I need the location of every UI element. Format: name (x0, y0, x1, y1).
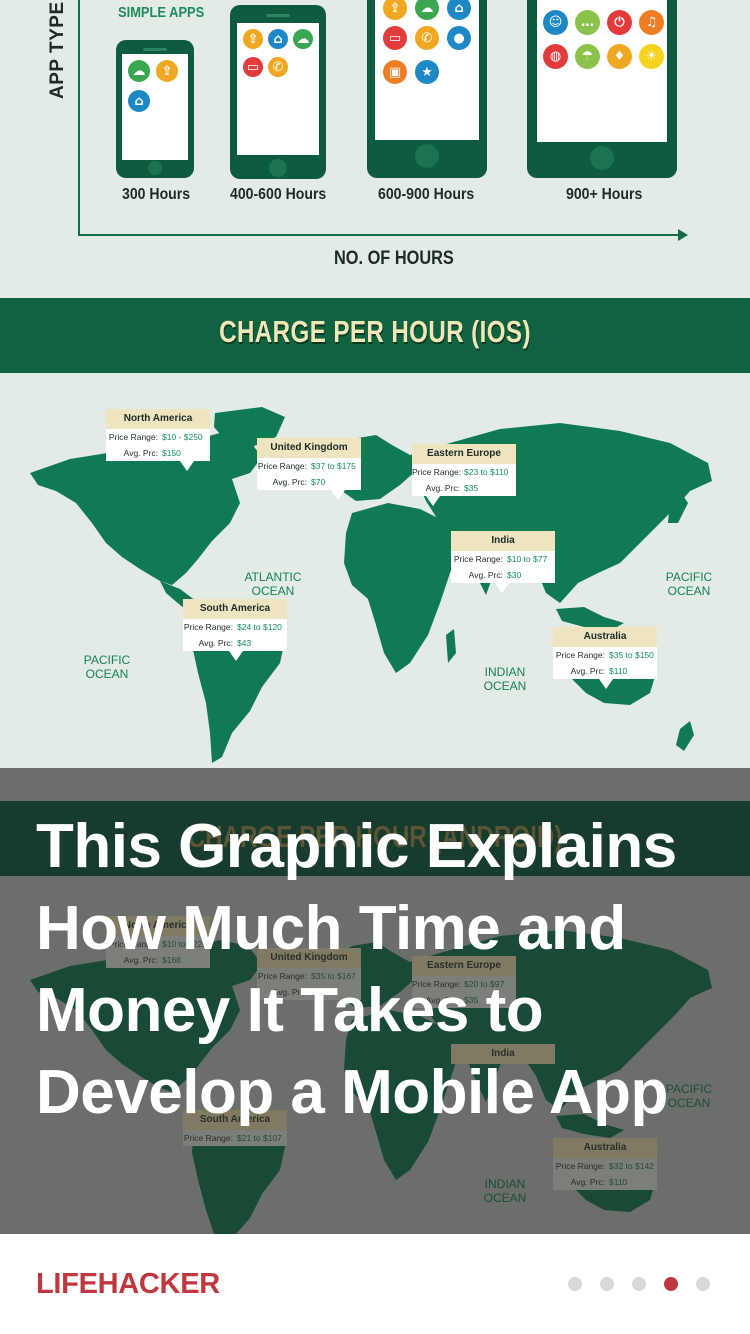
y-axis-label: APP TYPE (47, 1, 68, 99)
x-axis-label: NO. OF HOURS (334, 248, 454, 269)
region-card-india: India Price Range: $10 to $77 Avg. Prc: $3… (451, 531, 555, 593)
region-card-south-america: South America Price Range: $21 to $107 (183, 1110, 287, 1146)
apple-icon: ● (447, 26, 471, 50)
page-dot-active[interactable] (664, 1277, 678, 1291)
hours-label: 300 Hours (122, 186, 191, 203)
phone-600-900-hours: ⇪ ☁ ⌂ ▭ ✆ ● ▣ ★ (367, 0, 487, 178)
page-dot[interactable] (600, 1277, 614, 1291)
ocean-label: ATLANTIC OCEAN (244, 570, 302, 598)
star-icon: ★ (415, 60, 439, 84)
basketball-icon: ◍ (543, 44, 568, 69)
x-axis-line (78, 234, 680, 236)
hours-label: 600-900 Hours (378, 186, 475, 203)
image-icon: ▣ (383, 60, 407, 84)
sun-icon: ☀ (639, 44, 664, 69)
phone-900-plus-hours: ☺ … ⏻ ♫ ◍ ☂ ♦ ☀ (527, 0, 677, 178)
page-indicator[interactable] (568, 1277, 710, 1291)
music-icon: ♫ (639, 10, 664, 35)
share-icon: ⇪ (156, 60, 178, 82)
share-icon: ⇪ (243, 29, 263, 49)
ios-world-map: ATLANTIC OCEAN PACIFIC OCEAN PACIFIC OCE… (0, 373, 750, 768)
page-dot[interactable] (632, 1277, 646, 1291)
home-icon: ⌂ (128, 90, 150, 112)
monitor-icon: ▭ (243, 57, 263, 77)
cloud-icon: ☁ (415, 0, 439, 20)
share-icon: ⇪ (383, 0, 407, 20)
umbrella-icon: ☂ (575, 44, 600, 69)
chat-icon: … (575, 10, 600, 35)
category-label: SIMPLE APPS (118, 4, 205, 21)
phone-300-hours: ☁ ⇪ ⌂ (116, 40, 194, 178)
region-card-united-kingdom: United Kingdom Price Range: $37 to $175 A… (257, 438, 361, 500)
publisher-logo[interactable]: LIFEHACKER (36, 1268, 220, 1300)
monitor-icon: ▭ (383, 26, 407, 50)
cloud-icon: ☁ (293, 29, 313, 49)
phone-icon: ✆ (268, 57, 288, 77)
page-dot[interactable] (696, 1277, 710, 1291)
hours-label: 900+ Hours (566, 186, 643, 203)
ios-section-banner: CHARGE PER HOUR (IOS) (0, 298, 750, 373)
region-card-north-america: North America Price Range: $10 - $250 Avg… (106, 409, 210, 471)
ocean-label: PACIFIC OCEAN (83, 653, 131, 681)
region-card-united-kingdom: United Kingdom Price Range: $35 to $167 A… (257, 948, 361, 1000)
ios-section-title: CHARGE PER HOUR (IOS) (219, 314, 531, 349)
drop-icon: ♦ (607, 44, 632, 69)
android-section-title: CHARGE PER HOUR (ANDROID) (187, 819, 563, 854)
android-section-dimmed: CHARGE PER HOUR (ANDROID) PACIFIC OCEAN … (0, 768, 750, 1234)
ocean-label: INDIAN OCEAN (483, 665, 527, 693)
phone-400-600-hours: ⇪ ⌂ ☁ ▭ ✆ (230, 5, 326, 179)
phone-icon: ✆ (415, 26, 439, 50)
region-card-india: India (451, 1044, 555, 1064)
region-card-eastern-europe: Eastern Europe Price Range: $23 to $110 A… (412, 444, 516, 506)
user-icon: ☺ (543, 10, 568, 35)
region-card-australia: Australia Price Range: $35 to $150 Avg. P… (553, 627, 657, 689)
story-headline[interactable]: This Graphic Explains How Much Time and … (36, 812, 677, 1127)
y-axis-line (78, 0, 80, 236)
hours-label: 400-600 Hours (230, 186, 327, 203)
region-card-south-america: South America Price Range: $24 to $120 Av… (183, 599, 287, 661)
ocean-label: INDIAN OCEAN (483, 1177, 527, 1205)
region-card-eastern-europe: Eastern Europe Price Range: $20 to $97 Av… (412, 956, 516, 1008)
region-card-australia: Australia Price Range: $32 to $142 Avg. P… (553, 1138, 657, 1190)
story-footer: LIFEHACKER (0, 1234, 750, 1334)
home-icon: ⌂ (447, 0, 471, 20)
x-axis-arrow-icon (678, 229, 688, 241)
home-icon: ⌂ (268, 29, 288, 49)
ocean-label: PACIFIC OCEAN (665, 1082, 713, 1110)
app-type-chart: APP TYPE NO. OF HOURS SIMPLE APPS ☁ ⇪ ⌂ … (0, 0, 750, 298)
power-icon: ⏻ (607, 10, 632, 35)
region-card-north-america: North America Price Range: $10 to $225 Av… (106, 916, 210, 968)
ocean-label: PACIFIC OCEAN (665, 570, 713, 598)
android-section-banner: CHARGE PER HOUR (ANDROID) (0, 801, 750, 876)
page-dot[interactable] (568, 1277, 582, 1291)
cloud-icon: ☁ (128, 60, 150, 82)
